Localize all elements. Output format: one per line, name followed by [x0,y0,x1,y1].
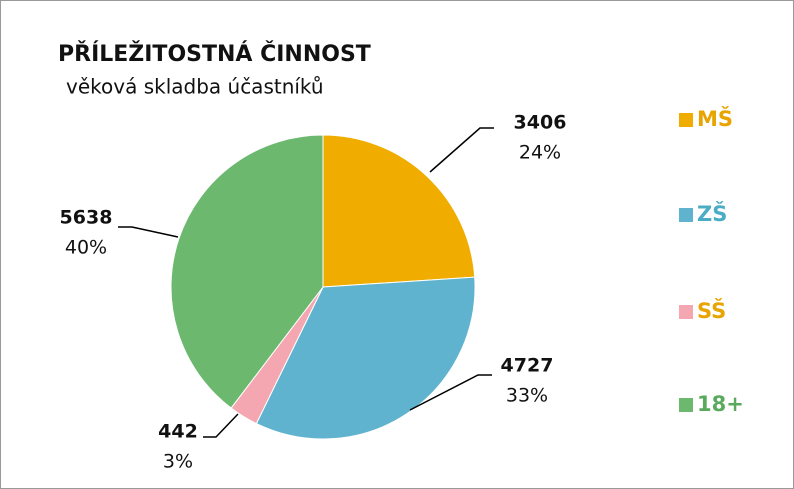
legend-swatch [679,208,693,222]
chart-subtitle: věková skladba účastníků [66,75,324,99]
legend-swatch [679,398,693,412]
leader-line [429,127,494,173]
pie-slice [255,276,476,440]
percent-label: 3% [163,451,193,473]
legend-swatch [679,305,693,319]
leader-line [409,374,492,411]
pie-slice [170,134,324,409]
percent-label: 33% [506,385,548,407]
leader-line [203,413,239,438]
legend-swatch [679,113,693,127]
data-label: 3406 [514,112,567,134]
pie-slice [322,134,476,288]
chart-title: PŘÍLEŽITOSTNÁ ČINNOST [58,41,371,67]
legend-label: MŠ [697,106,733,131]
data-label: 4727 [501,355,554,377]
data-label: 442 [158,421,198,443]
legend-label: SŠ [697,298,726,323]
leader-line [118,226,179,238]
percent-label: 40% [65,237,107,259]
legend-label: ZŠ [697,201,727,226]
data-label: 5638 [60,207,113,229]
legend-label: 18+ [697,392,744,416]
percent-label: 24% [519,142,561,164]
